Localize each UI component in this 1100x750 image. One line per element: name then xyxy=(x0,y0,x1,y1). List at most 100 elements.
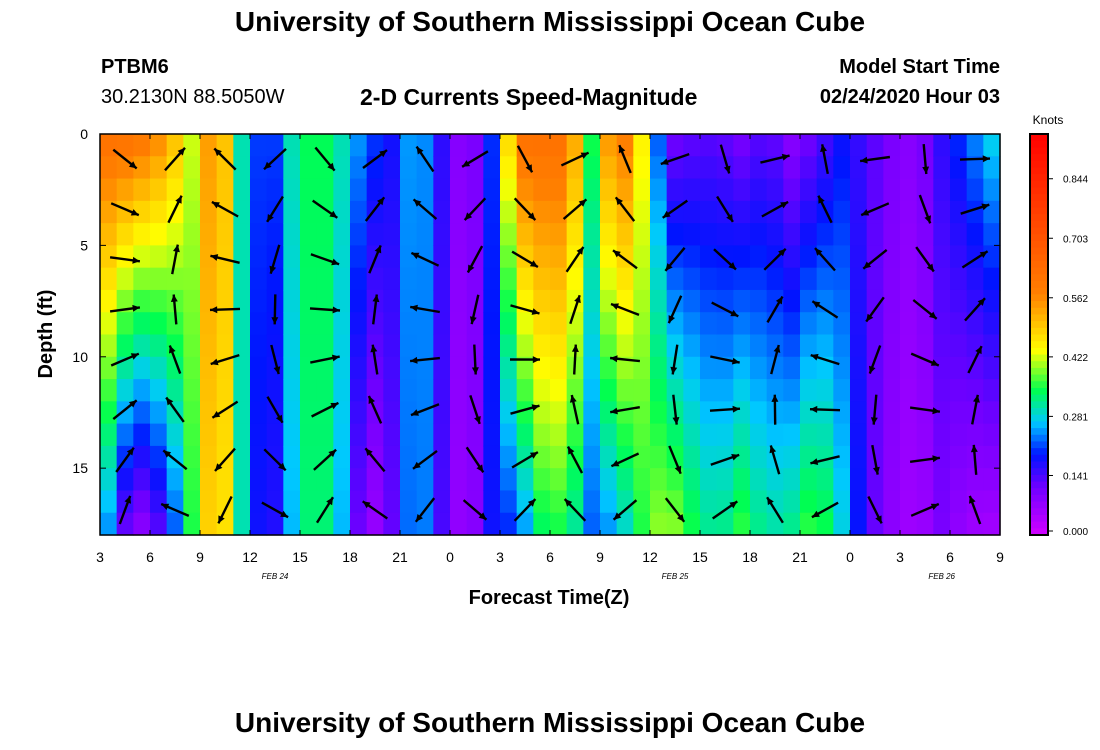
heatmap-cell xyxy=(166,223,184,246)
heatmap-cell xyxy=(516,379,534,402)
vector-arrow xyxy=(566,446,584,474)
heatmap-cell xyxy=(833,267,851,291)
heatmap-cell xyxy=(116,267,134,291)
heatmap-cell xyxy=(583,223,601,246)
colorbar-segment xyxy=(1030,468,1048,476)
vector-arrow xyxy=(664,247,686,272)
heatmap-cell xyxy=(300,267,318,291)
heatmap-cell xyxy=(433,245,451,269)
vector-arrow xyxy=(310,354,340,364)
heatmap-cell xyxy=(783,245,801,269)
heatmap-cell xyxy=(700,134,718,157)
colorbar-segment xyxy=(1030,428,1048,436)
heatmap-cell xyxy=(100,312,118,336)
heatmap-cell xyxy=(966,245,984,269)
colorbar-segment xyxy=(1030,267,1048,275)
heatmap-cell xyxy=(466,468,484,492)
heatmap-cell xyxy=(500,289,518,313)
heatmap-cell xyxy=(800,156,818,180)
heatmap-cell xyxy=(783,156,801,180)
vector-arrow xyxy=(970,444,978,475)
heatmap-cell xyxy=(216,423,234,447)
vector-arrow xyxy=(315,496,335,524)
colorbar-segment xyxy=(1030,200,1048,209)
heatmap-cell xyxy=(750,223,768,246)
heatmap-cell xyxy=(250,223,268,246)
vector-arrow xyxy=(415,145,435,173)
heatmap-cell xyxy=(466,267,484,291)
heatmap-cell xyxy=(733,312,751,336)
vector-arrow xyxy=(909,406,941,415)
heatmap-cell xyxy=(616,490,634,514)
vector-arrow xyxy=(867,495,883,524)
heatmap-cell xyxy=(783,289,801,313)
heatmap-cell xyxy=(716,423,734,447)
heatmap-cell xyxy=(816,156,834,180)
heatmap-cell xyxy=(383,445,401,469)
heatmap-cell xyxy=(633,200,651,224)
heatmap-cell xyxy=(966,267,984,291)
heatmap-cell xyxy=(183,200,201,224)
colorbar-tick-label: 0.141 xyxy=(1063,471,1088,482)
heatmap-cell xyxy=(566,267,584,291)
heatmap-cell xyxy=(933,468,951,492)
heatmap-cell xyxy=(283,178,301,202)
heatmap-cell xyxy=(583,200,601,224)
heatmap-cell xyxy=(350,490,368,514)
heatmap-cell xyxy=(116,245,134,269)
heatmap-cell xyxy=(600,245,618,269)
heatmap-cell xyxy=(616,468,634,492)
heatmap-cell xyxy=(850,468,868,492)
heatmap-cell xyxy=(983,445,1001,469)
heatmap-cell xyxy=(916,512,934,536)
heatmap-cell xyxy=(116,379,134,402)
colorbar-segment xyxy=(1030,448,1048,456)
heatmap-cell xyxy=(916,223,934,246)
heatmap-cell xyxy=(333,379,351,402)
heatmap-cell xyxy=(883,423,901,447)
heatmap-cell xyxy=(383,156,401,180)
heatmap-cell xyxy=(933,512,951,536)
colorbar-segment xyxy=(1030,260,1048,269)
colorbar-segment xyxy=(1030,421,1048,429)
vector-arrow xyxy=(770,344,781,375)
heatmap-cell xyxy=(750,445,768,469)
heatmap-cell xyxy=(950,490,968,514)
heatmap-cell xyxy=(183,512,201,536)
heatmap-cell xyxy=(266,267,284,291)
y-axis: 0 5 10 15 xyxy=(72,126,1000,476)
heatmap-cell xyxy=(516,178,534,202)
heatmap-cell xyxy=(433,334,451,358)
heatmap-cell xyxy=(383,356,401,380)
heatmap-cell xyxy=(683,223,701,246)
heatmap-cell xyxy=(433,401,451,425)
heatmap-cell xyxy=(733,134,751,157)
heatmap-cell xyxy=(900,512,918,536)
colorbar-segment xyxy=(1030,147,1048,155)
heatmap-cell xyxy=(616,200,634,224)
vector-arrow xyxy=(170,294,178,325)
heatmap-cell xyxy=(600,445,618,469)
heatmap-cell xyxy=(933,401,951,425)
heatmap-cell xyxy=(433,512,451,536)
heatmap-cell xyxy=(333,223,351,246)
heatmap-cell xyxy=(883,445,901,469)
heatmap-cell xyxy=(233,245,251,269)
vector-arrow xyxy=(118,495,132,525)
vector-arrow xyxy=(859,155,891,164)
heatmap-cell xyxy=(733,468,751,492)
heatmap-cell xyxy=(400,423,418,447)
heatmap-cell xyxy=(650,490,668,514)
heatmap-cell xyxy=(550,267,568,291)
heatmap-cell xyxy=(533,334,551,358)
colorbar-tick-label: 0.703 xyxy=(1063,234,1088,245)
heatmap-cell xyxy=(833,223,851,246)
heatmap-cell xyxy=(300,245,318,269)
heatmap-cell xyxy=(416,156,434,180)
heatmap-cell xyxy=(550,178,568,202)
heatmap-cell xyxy=(883,490,901,514)
heatmap-cell xyxy=(850,445,868,469)
colorbar-segment xyxy=(1030,160,1048,169)
heatmap-cell xyxy=(483,490,501,514)
heatmap-cell xyxy=(800,312,818,336)
